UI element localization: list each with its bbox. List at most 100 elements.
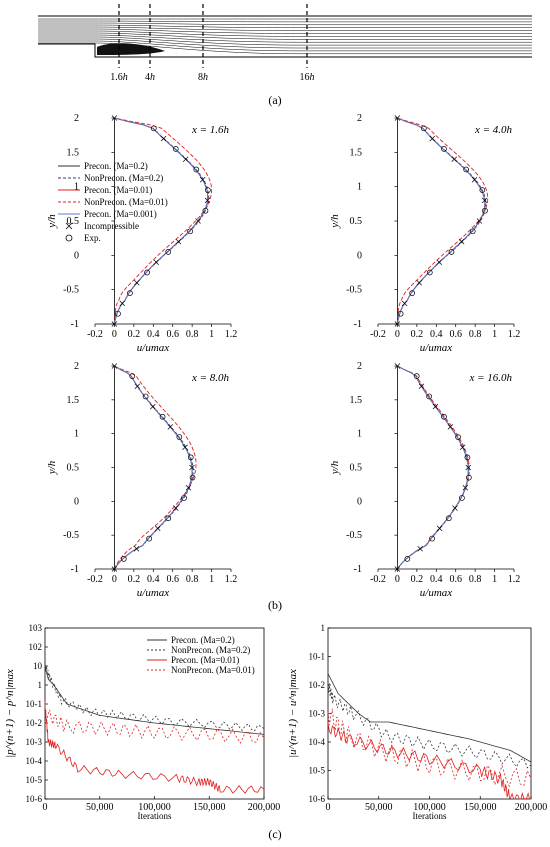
- incompressible-marker: [471, 177, 478, 183]
- incompressible-marker: [133, 545, 140, 552]
- plot-title: x = 1.6h: [191, 124, 230, 136]
- y-tick-label: 10-6: [309, 794, 326, 804]
- x-tick-label: 0: [43, 802, 48, 813]
- experiment-marker: [187, 454, 194, 461]
- incompressible-marker: [394, 566, 401, 572]
- y-axis-label: |p^(n+1) − p^n|max: [4, 669, 16, 758]
- x-tick-label: 200,000: [248, 802, 281, 813]
- series-line: [396, 365, 470, 570]
- x-tick-label: 1: [209, 329, 214, 340]
- x-tick-label: 0.6: [166, 329, 179, 340]
- series-line: [396, 365, 469, 570]
- experiment-marker: [165, 249, 172, 255]
- series-line: [396, 117, 489, 325]
- plot-title: x = 16.0h: [468, 372, 512, 384]
- series-line: [113, 365, 193, 570]
- convergence-plot-2: 0 50,000 100,000 150,000 200,000 10-6 10-5 10-4…: [287, 623, 547, 821]
- experiment-marker: [466, 474, 472, 481]
- y-tick-label: 10-5: [309, 766, 326, 776]
- streamline: [38, 30, 532, 37]
- y-tick-label: -0.5: [63, 530, 79, 541]
- incompressible-marker: [418, 383, 425, 390]
- incompressible-marker: [459, 444, 466, 450]
- series-line: [396, 365, 469, 570]
- y-tick-label: 10-3: [26, 737, 43, 747]
- x-tick-label: 1: [209, 574, 214, 585]
- y-tick-label: -1: [71, 564, 79, 575]
- streamlines: [38, 18, 532, 55]
- x-tick-label: 0.6: [449, 329, 462, 340]
- convergence-line: [44, 665, 265, 735]
- streamline: [38, 28, 532, 34]
- experiment-marker: [159, 413, 166, 420]
- x-tick-label: 100,000: [138, 802, 171, 813]
- y-tick-label: 1: [357, 429, 362, 440]
- plot-title: x = 8.0h: [191, 372, 230, 384]
- y-tick-label: 1: [38, 680, 43, 690]
- x-tick-label: 0.2: [411, 329, 424, 340]
- incompressible-marker: [436, 259, 442, 265]
- incompressible-marker: [417, 545, 423, 552]
- x-tick-label: -0.2: [87, 574, 103, 585]
- experiment-marker: [205, 187, 211, 193]
- incompressible-marker: [436, 525, 443, 532]
- experiment-marker: [421, 125, 427, 132]
- y-tick-label: 0.5: [67, 463, 80, 474]
- profile-plot-1: -0.2 0 0.2 0.4 0.6 0.8 1 1.2 -1 -0.5 0 0.5 1 1.5 2 u/um…: [46, 113, 237, 354]
- y-axis-label: y/h: [329, 214, 341, 229]
- x-tick-label: 1: [492, 329, 497, 340]
- streamline: [38, 24, 532, 28]
- x-tick-label: 0.6: [449, 574, 462, 585]
- convergence-line: [44, 709, 265, 744]
- x-tick-label: 0.8: [186, 574, 199, 585]
- x-tick-label: 0: [112, 574, 117, 585]
- experiment-marker: [426, 393, 432, 400]
- y-tick-label: 10-1: [309, 652, 326, 662]
- x-tick-label: 0.2: [411, 574, 424, 585]
- y-tick-label: 10-3: [309, 709, 326, 719]
- incompressible-marker: [111, 321, 118, 327]
- y-tick-label: 1: [357, 182, 362, 193]
- y-tick-label: -0.5: [346, 285, 362, 296]
- y-tick-label: 0.5: [67, 216, 80, 227]
- panel-b-label: (b): [268, 598, 282, 612]
- x-tick-label: 1.2: [225, 574, 238, 585]
- profile-plot-4: -0.2 0 0.2 0.4 0.6 0.8 1 1.2 -1 -0.5 0 0.5 1 1.5 2 u/um…: [329, 361, 520, 599]
- experiment-marker: [129, 373, 136, 379]
- x-tick-label: 50,000: [365, 802, 393, 813]
- x-tick-label: -0.2: [370, 574, 386, 585]
- y-tick-label: 1: [321, 623, 326, 633]
- y-tick-label: 10-5: [26, 775, 43, 785]
- incompressible-marker: [119, 300, 126, 307]
- incompressible-marker: [452, 505, 458, 511]
- x-tick-label: 0.8: [186, 329, 199, 340]
- y-tick-label: 0: [357, 250, 362, 261]
- station-label: 1.6h: [110, 72, 128, 83]
- plot-title: x = 4.0h: [474, 124, 513, 136]
- x-tick-label: 0.2: [128, 574, 141, 585]
- y-tick-label: 103: [29, 623, 43, 633]
- x-tick-label: 100,000: [413, 802, 446, 813]
- incompressible-marker: [462, 485, 469, 491]
- x-tick-label: 0.8: [469, 329, 482, 340]
- series-line: [113, 365, 193, 570]
- channel-step: [38, 43, 532, 58]
- y-tick-label: 2: [74, 361, 79, 372]
- incompressible-marker: [150, 403, 156, 410]
- y-tick-label: -1: [354, 319, 362, 330]
- legend-label: Precon. (Ma=0.2): [84, 161, 148, 171]
- y-tick-label: 10-4: [309, 737, 326, 747]
- incompressible-marker: [111, 566, 118, 572]
- experiment-marker: [463, 166, 470, 173]
- experiment-marker: [187, 228, 193, 235]
- x-tick-label: 0.4: [430, 329, 443, 340]
- x-axis-label: u/umax: [137, 587, 170, 599]
- profile-plot-3: -0.2 0 0.2 0.4 0.6 0.8 1 1.2 -1 -0.5 0 0.5 1 1.5 2 u/um…: [46, 361, 237, 599]
- x-tick-label: 0: [112, 329, 117, 340]
- experiment-marker: [165, 515, 172, 522]
- incompressible-marker: [458, 238, 465, 245]
- legend-label: NonPrecon. (Ma=0.2): [84, 173, 163, 183]
- y-tick-label: 0.5: [350, 216, 363, 227]
- experiment-marker: [426, 269, 433, 276]
